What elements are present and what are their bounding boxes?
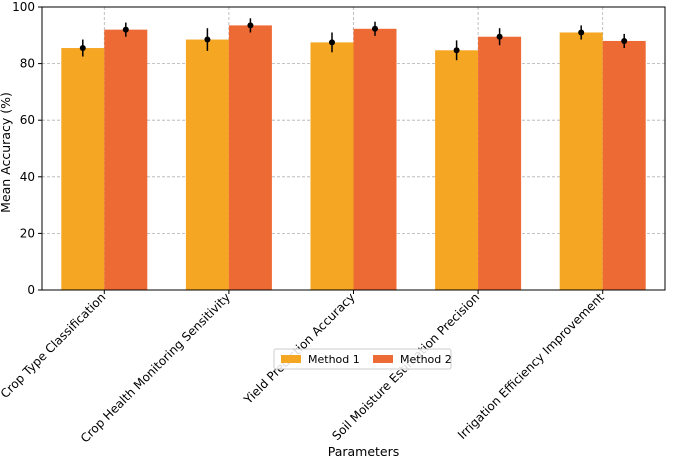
error-bars xyxy=(79,18,628,61)
y-tick-label: 20 xyxy=(20,226,35,240)
legend-box xyxy=(273,348,452,370)
bar-1-5 xyxy=(559,32,603,290)
error-bar-point xyxy=(247,22,254,29)
bar-1-1 xyxy=(61,48,105,290)
x-axis-label: Parameters xyxy=(328,444,400,458)
legend-swatch-method-1 xyxy=(281,355,301,363)
error-bar-point xyxy=(122,26,129,33)
y-tick-label: 0 xyxy=(27,283,35,297)
x-tick-label: Crop Health Monitoring Sensitivity xyxy=(78,290,233,445)
x-tick-label: Crop Type Classification xyxy=(0,290,108,401)
legend-label-method-2: Method 2 xyxy=(400,353,452,366)
y-tick-label: 100 xyxy=(12,0,35,14)
bar-1-3 xyxy=(310,42,354,290)
error-bar-point xyxy=(453,47,460,54)
bars xyxy=(61,25,646,291)
y-tick-label: 40 xyxy=(20,170,35,184)
error-bar-point xyxy=(204,36,211,43)
bar-2-5 xyxy=(602,40,646,291)
bar-2-2 xyxy=(228,25,272,291)
error-bar-point xyxy=(372,25,378,32)
error-bar-point xyxy=(496,33,503,40)
legend-label-method-1: Method 1 xyxy=(308,353,360,366)
error-bar-point xyxy=(329,39,335,46)
y-axis-ticks: 0 20 40 60 80 100 xyxy=(12,0,42,297)
y-tick-label: 80 xyxy=(20,57,35,71)
legend-swatch-method-2 xyxy=(373,355,393,363)
bar-1-4 xyxy=(435,50,479,291)
legend: Method 1 Method 2 xyxy=(273,348,452,370)
y-tick-label: 60 xyxy=(20,113,35,127)
bar-2-1 xyxy=(104,29,148,290)
bar-1-2 xyxy=(185,39,229,290)
bar-2-4 xyxy=(478,36,522,291)
bar-2-3 xyxy=(353,28,397,290)
error-bar-point xyxy=(621,37,628,44)
error-bar-point xyxy=(578,29,585,36)
error-bar-point xyxy=(79,45,86,52)
x-tick-label: Irrigation Efficiency Improvement xyxy=(455,290,607,442)
y-axis-label: Mean Accuracy (%) xyxy=(0,92,13,213)
